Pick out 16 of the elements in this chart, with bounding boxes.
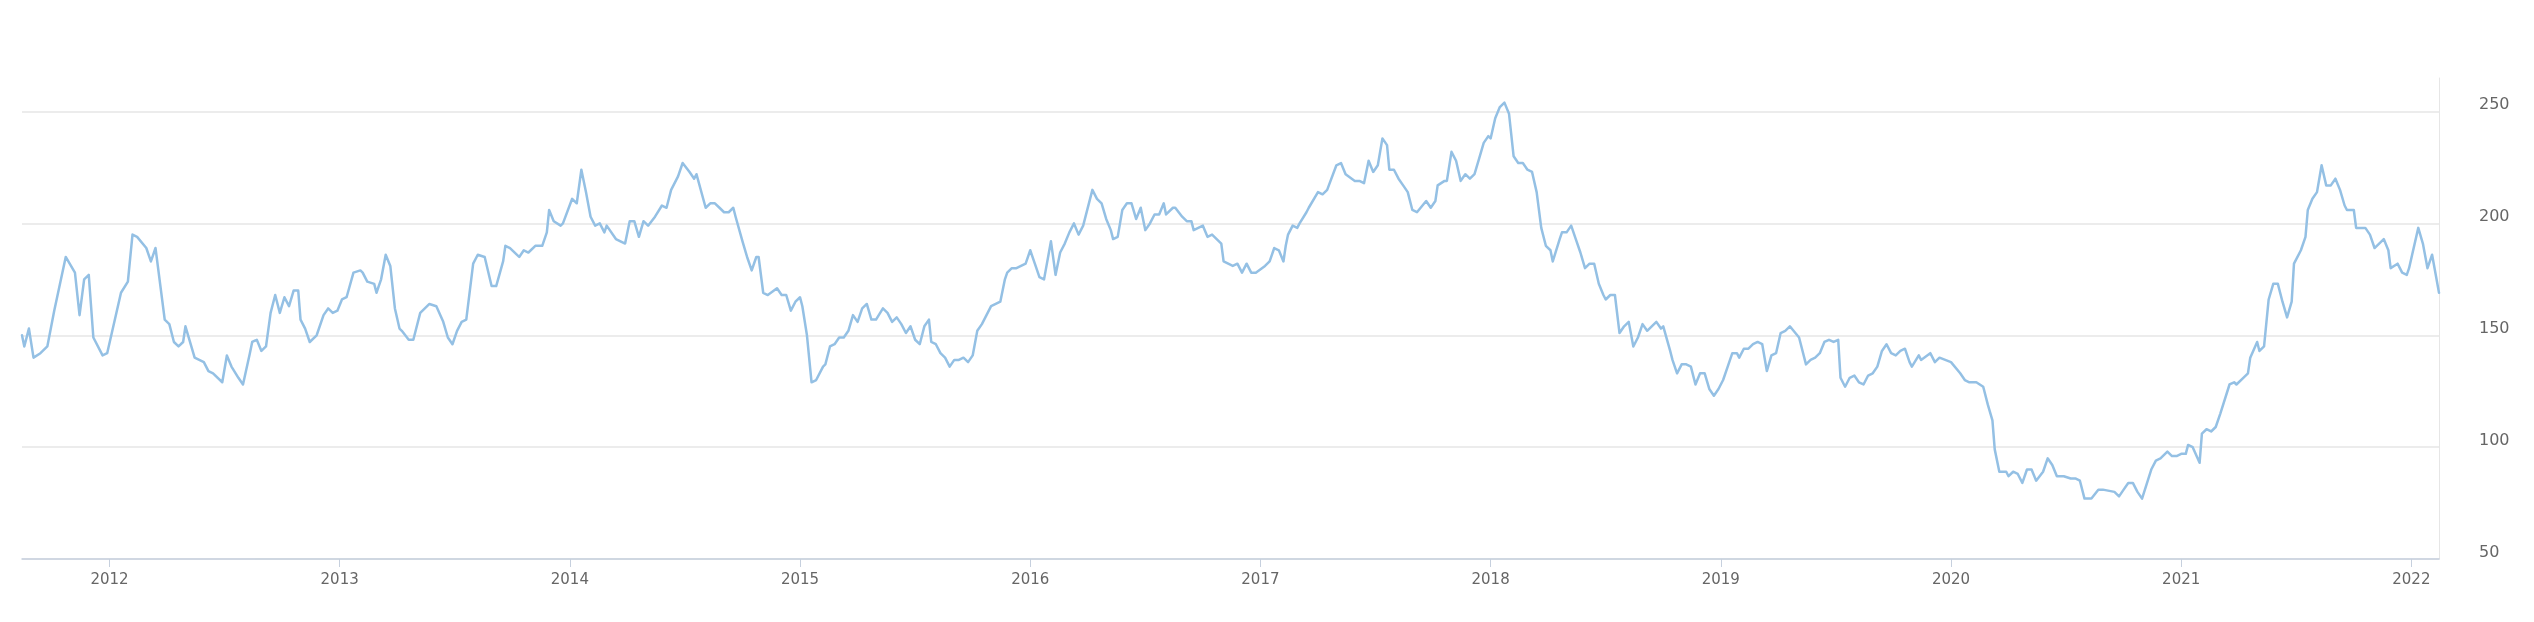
x-tick-label: 2014	[550, 569, 589, 588]
x-tick-label: 2017	[1241, 569, 1280, 588]
x-tick-label: 2020	[1931, 569, 1971, 588]
x-tick-label: 2019	[1701, 569, 1740, 588]
x-tick-label: 2016	[1011, 569, 1050, 588]
y-tick-label: 250	[2479, 94, 2510, 114]
x-tick-label: 2013	[320, 569, 359, 588]
y-tick-label: 150	[2479, 317, 2510, 337]
y-tick-label: 50	[2479, 541, 2500, 561]
y-tick-label: 100	[2479, 429, 2510, 449]
x-tick-label: 2015	[780, 569, 820, 588]
x-tick-label: 2012	[90, 569, 129, 588]
x-tick-label: 2018	[1471, 569, 1510, 588]
y-tick-label: 200	[2479, 205, 2510, 225]
x-tick-label: 2021	[2162, 569, 2201, 588]
x-tick-label: 2022	[2392, 569, 2431, 588]
